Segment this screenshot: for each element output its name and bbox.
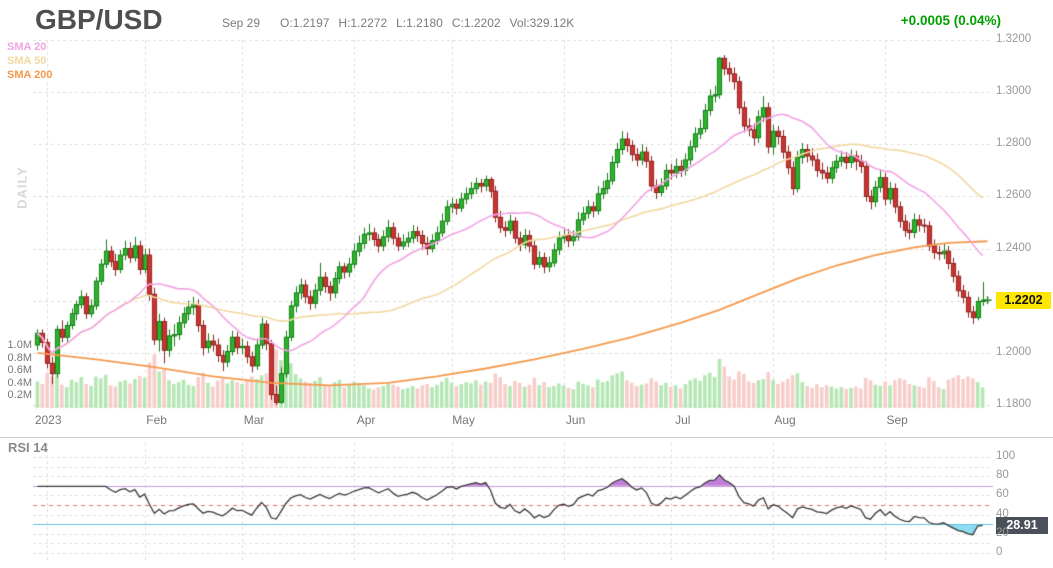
rsi-axis-label: 100 [996, 450, 1016, 462]
low-value: L:1.2180 [396, 16, 443, 30]
price-axis-label: 1.2400 [996, 241, 1032, 254]
timeframe-label: DAILY [14, 166, 30, 209]
rsi-axis-label: 80 [996, 469, 1009, 482]
high-value: H:1.2272 [338, 16, 388, 30]
rsi-axis-label: 60 [996, 488, 1009, 501]
time-axis-label: Sep [886, 413, 908, 427]
rsi-axis-label: 40 [996, 507, 1009, 520]
price-axis-label: 1.2600 [996, 189, 1032, 202]
time-axis-label: May [452, 413, 475, 427]
volume-axis-label: 0.2M [7, 389, 32, 402]
time-axis-label: Jun [565, 413, 586, 427]
time-axis-label: Mar [243, 413, 265, 427]
volume-axis-label: 0.4M [7, 376, 32, 389]
last-price-badge: 1.2202 [996, 291, 1051, 309]
time-axis-label: 2023 [34, 413, 62, 427]
sma200-legend-label[interactable]: SMA 200 [7, 69, 53, 81]
price-axis-label: 1.2000 [996, 345, 1032, 358]
ohlc-summary: Sep 29 O:1.2197 H:1.2272 L:1.2180 C:1.2202 Vo… [222, 16, 574, 30]
price-axis-label: 1.1800 [996, 398, 1032, 410]
time-axis-label: Apr [356, 413, 376, 427]
volume-axis-label: 1.0M [7, 339, 32, 351]
open-value: O:1.2197 [280, 16, 330, 30]
price-axis-label: 1.3200 [996, 33, 1032, 45]
rsi-axis-label: 0 [996, 546, 1003, 558]
sma-legend: SMA 20 SMA 50 SMA 200 [7, 40, 52, 82]
sma50-legend-label[interactable]: SMA 50 [7, 55, 47, 67]
volume-axis-label: 0.8M [7, 351, 32, 364]
time-axis-label: Jul [675, 413, 691, 427]
time-axis-label: Aug [774, 413, 796, 427]
rsi-value-badge: 28.91 [996, 516, 1048, 534]
sma20-legend-label[interactable]: SMA 20 [7, 41, 47, 53]
volume-value: Vol:329.12K [509, 16, 575, 30]
rsi-indicator-label[interactable]: RSI 14 [8, 440, 48, 455]
price-axis-label: 1.2800 [996, 137, 1032, 150]
rsi-axis-label: 20 [996, 526, 1009, 539]
time-axis-label: Feb [146, 413, 167, 427]
volume-axis-label: 0.6M [7, 364, 32, 377]
close-value: C:1.2202 [451, 16, 501, 30]
date-label: Sep 29 [222, 16, 261, 30]
price-change-label: +0.0005 (0.04%) [900, 13, 1001, 28]
price-axis-label: 1.3000 [996, 85, 1032, 98]
pane-separator [0, 437, 1053, 438]
symbol-title: GBP/USD [35, 4, 163, 35]
